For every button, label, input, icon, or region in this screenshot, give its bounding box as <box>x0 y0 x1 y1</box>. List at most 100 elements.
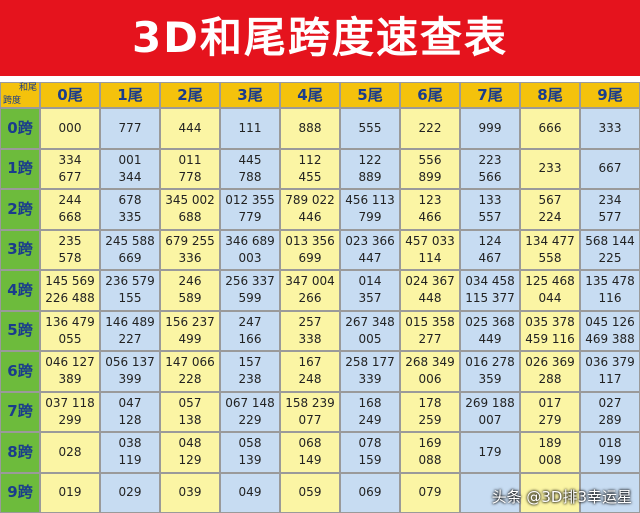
cell-line: 122 <box>358 152 382 167</box>
cell-line: 277 <box>418 331 442 346</box>
table-cell: 023 366 447 <box>340 229 400 270</box>
cell-line: 017 <box>538 395 562 410</box>
table-cell: 069 <box>340 472 400 513</box>
cell-line: 000 <box>58 120 82 135</box>
table-cell: 024 367 448 <box>400 270 460 311</box>
cell-line: 224 <box>538 210 562 225</box>
cell-line: 455 <box>298 169 322 184</box>
table-cell: 111 <box>220 108 280 149</box>
cell-line: 028 <box>58 444 82 459</box>
table-cell: 016 278 359 <box>460 351 520 392</box>
table-cell: 456 113 799 <box>340 189 400 230</box>
cell-line: 189 <box>538 436 562 451</box>
cell-line: 347 004 <box>285 274 335 289</box>
cell-line: 019 <box>58 485 82 500</box>
cell-line: 577 <box>598 210 622 225</box>
table-cell: 133 557 <box>460 189 520 230</box>
table-cell: 189 008 <box>520 432 580 473</box>
table-cell: 245 588 669 <box>100 229 160 270</box>
table-cell: 222 <box>400 108 460 149</box>
table-cell: 017 279 <box>520 391 580 432</box>
row-header: 7跨 <box>0 391 40 432</box>
table-cell: 067 148 229 <box>220 391 280 432</box>
table-cell: 037 118 299 <box>40 391 100 432</box>
table-cell: 018 199 <box>580 432 640 473</box>
table-cell: 001 344 <box>100 148 160 189</box>
cell-line: 399 <box>118 372 142 387</box>
cell-line: 168 <box>358 395 382 410</box>
cell-line: 258 177 <box>345 355 395 370</box>
cell-line: 068 <box>298 436 322 451</box>
table-cell: 178 259 <box>400 391 460 432</box>
cell-line: 006 <box>418 372 442 387</box>
row-header: 5跨 <box>0 310 40 351</box>
cell-line: 077 <box>298 412 322 427</box>
table-cell: 334 677 <box>40 148 100 189</box>
cell-line: 448 <box>418 291 442 306</box>
cell-line: 466 <box>418 210 442 225</box>
cell-line: 005 <box>358 331 382 346</box>
cell-line: 128 <box>118 412 142 427</box>
cell-line: 888 <box>298 120 322 135</box>
row-header: 0跨 <box>0 108 40 149</box>
cell-line: 357 <box>358 291 382 306</box>
cell-line: 268 349 <box>405 355 455 370</box>
cell-line: 117 <box>598 372 622 387</box>
table-cell: 123 466 <box>400 189 460 230</box>
table-cell: 025 368 449 <box>460 310 520 351</box>
table-cell: 014 357 <box>340 270 400 311</box>
cell-line: 114 <box>418 250 442 265</box>
table-cell: 078 159 <box>340 432 400 473</box>
cell-line: 668 <box>58 210 82 225</box>
table-cell <box>460 472 520 513</box>
table-cell: 147 066 228 <box>160 351 220 392</box>
table-cell: 999 <box>460 108 520 149</box>
cell-line: 111 <box>238 120 262 135</box>
cell-line: 026 369 <box>525 355 575 370</box>
row-header: 2跨 <box>0 189 40 230</box>
table-cell: 269 188 007 <box>460 391 520 432</box>
table-cell: 019 <box>40 472 100 513</box>
cell-line: 055 <box>58 331 82 346</box>
cell-line: 446 <box>298 210 322 225</box>
cell-line: 079 <box>418 485 442 500</box>
cell-line: 007 <box>478 412 502 427</box>
column-header: 9尾 <box>580 82 640 108</box>
table-cell: 029 <box>100 472 160 513</box>
cell-line: 558 <box>538 250 562 265</box>
cell-line: 038 <box>118 436 142 451</box>
cell-line: 199 <box>598 453 622 468</box>
cell-line: 225 <box>598 250 622 265</box>
cell-line: 169 <box>418 436 442 451</box>
cell-line: 123 <box>418 193 442 208</box>
table-cell: 157 238 <box>220 351 280 392</box>
cell-line: 138 <box>178 412 202 427</box>
cell-line: 688 <box>178 210 202 225</box>
table-cell: 122 889 <box>340 148 400 189</box>
cell-line: 899 <box>418 169 442 184</box>
column-header: 6尾 <box>400 82 460 108</box>
cell-line: 467 <box>478 250 502 265</box>
table-cell: 135 478 116 <box>580 270 640 311</box>
cell-line: 599 <box>238 291 262 306</box>
cell-line: 157 <box>238 355 262 370</box>
cell-line: 345 002 <box>165 193 215 208</box>
cell-line: 288 <box>538 372 562 387</box>
cell-line: 246 <box>178 274 202 289</box>
cell-line: 256 337 <box>225 274 275 289</box>
cell-line: 047 <box>118 395 142 410</box>
cell-line: 667 <box>598 161 622 176</box>
cell-line: 336 <box>178 250 202 265</box>
table-cell: 244 668 <box>40 189 100 230</box>
table-cell: 678 335 <box>100 189 160 230</box>
table-cell: 567 224 <box>520 189 580 230</box>
cell-line: 248 <box>298 372 322 387</box>
table-cell: 035 378 459 116 <box>520 310 580 351</box>
table-cell: 345 002 688 <box>160 189 220 230</box>
watermark: 头条 @3D排3幸运星 <box>491 488 632 506</box>
cell-line: 018 <box>598 436 622 451</box>
table-cell: 013 356 699 <box>280 229 340 270</box>
cell-line: 115 377 <box>465 291 515 306</box>
column-header: 3尾 <box>220 82 280 108</box>
row-header: 6跨 <box>0 351 40 392</box>
